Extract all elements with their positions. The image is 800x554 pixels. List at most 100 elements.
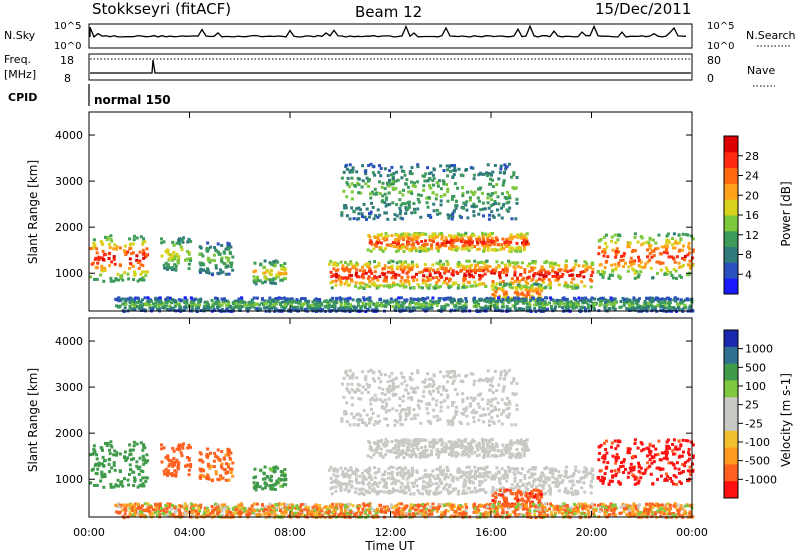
power-cell bbox=[494, 239, 498, 243]
power-cell bbox=[122, 310, 126, 314]
power-cell bbox=[502, 296, 506, 300]
velocity-cell bbox=[519, 479, 522, 483]
power-cell bbox=[351, 170, 355, 174]
power-cell bbox=[456, 286, 460, 290]
power-cell bbox=[472, 234, 476, 237]
power-cell bbox=[450, 197, 454, 201]
velocity-cell bbox=[178, 448, 182, 452]
power-cell bbox=[383, 278, 387, 281]
power-cell bbox=[408, 306, 412, 310]
velocity-cell bbox=[520, 467, 524, 471]
velocity-cell bbox=[511, 441, 515, 445]
velocity-cell bbox=[368, 491, 372, 495]
power-cell bbox=[344, 206, 348, 210]
velocity-cell bbox=[187, 457, 191, 460]
power-cell bbox=[130, 302, 134, 306]
power-cell bbox=[404, 206, 408, 210]
power-cell bbox=[628, 302, 632, 306]
power-cell bbox=[481, 242, 485, 246]
power-cell bbox=[117, 299, 121, 303]
power-cell bbox=[639, 270, 643, 274]
power-cell bbox=[205, 248, 209, 252]
power-cell bbox=[531, 261, 535, 265]
velocity-cell bbox=[119, 482, 123, 486]
velocity-cell bbox=[168, 462, 172, 466]
power-cell bbox=[471, 284, 474, 288]
power-cell bbox=[676, 303, 680, 307]
power-cell bbox=[530, 278, 534, 282]
power-cell bbox=[404, 308, 408, 312]
power-cell bbox=[508, 263, 512, 267]
power-cell bbox=[265, 268, 269, 272]
velocity-cell bbox=[265, 474, 269, 478]
velocity-cell bbox=[472, 474, 476, 478]
velocity-cell bbox=[477, 441, 481, 445]
power-cell bbox=[327, 262, 331, 266]
cpid-label: CPID bbox=[8, 91, 37, 104]
power-cell bbox=[393, 213, 397, 217]
power-cell bbox=[505, 208, 509, 212]
power-cell bbox=[392, 172, 396, 176]
power-cell bbox=[373, 274, 377, 278]
power-cell bbox=[624, 261, 627, 265]
power-cell bbox=[495, 282, 499, 286]
power-cell bbox=[237, 300, 241, 304]
power-cell bbox=[400, 262, 404, 266]
power-cell bbox=[360, 305, 364, 309]
velocity-cell bbox=[97, 464, 101, 468]
power-cell bbox=[365, 176, 369, 180]
velocity-cell bbox=[100, 446, 104, 450]
velocity-cell bbox=[462, 485, 466, 488]
power-cell bbox=[252, 305, 255, 309]
velocity-cell bbox=[430, 451, 434, 455]
velocity-cell bbox=[167, 464, 171, 468]
power-cell bbox=[144, 273, 148, 277]
power-cell bbox=[424, 308, 428, 312]
power-cell bbox=[499, 206, 503, 210]
power-cell bbox=[465, 264, 469, 268]
velocity-cell bbox=[366, 454, 370, 458]
power-cell bbox=[394, 276, 398, 280]
velocity-cell bbox=[401, 449, 405, 453]
velocity-cell bbox=[351, 471, 355, 475]
power-cell bbox=[345, 195, 349, 199]
power-cell bbox=[617, 261, 621, 265]
power-cell bbox=[208, 260, 212, 264]
power-cell bbox=[555, 272, 559, 276]
power-cell bbox=[625, 307, 629, 311]
power-cell bbox=[425, 285, 429, 289]
power-cell bbox=[151, 302, 155, 306]
power-cell bbox=[484, 232, 488, 236]
power-cell bbox=[370, 190, 374, 194]
velocity-cell bbox=[162, 446, 166, 450]
power-cell bbox=[113, 262, 117, 266]
velocity-cell bbox=[383, 470, 387, 474]
power-cell bbox=[493, 303, 496, 307]
velocity-cell bbox=[391, 487, 395, 491]
velocity-cell bbox=[177, 446, 181, 450]
power-cell bbox=[340, 297, 344, 301]
power-cell bbox=[646, 255, 650, 259]
power-cell bbox=[379, 174, 383, 178]
power-cell bbox=[580, 305, 584, 309]
velocity-cell bbox=[98, 462, 102, 466]
power-cell bbox=[373, 187, 377, 191]
power-cell bbox=[688, 247, 691, 251]
velocity-cell bbox=[123, 456, 127, 460]
power-cell bbox=[584, 301, 588, 305]
power-cell bbox=[404, 266, 408, 270]
power-cell bbox=[173, 263, 177, 267]
power-cell bbox=[655, 296, 658, 300]
power-cell bbox=[640, 243, 644, 247]
power-cell bbox=[162, 306, 166, 310]
power-cell bbox=[496, 306, 500, 310]
power-cell bbox=[491, 178, 494, 182]
power-cell bbox=[618, 306, 622, 309]
power-cell bbox=[491, 281, 495, 285]
power-cell bbox=[430, 306, 434, 310]
power-cell bbox=[470, 204, 474, 208]
power-cell bbox=[688, 259, 692, 263]
power-cell bbox=[637, 263, 641, 267]
power-cell bbox=[364, 172, 368, 176]
velocity-cell bbox=[436, 448, 440, 452]
